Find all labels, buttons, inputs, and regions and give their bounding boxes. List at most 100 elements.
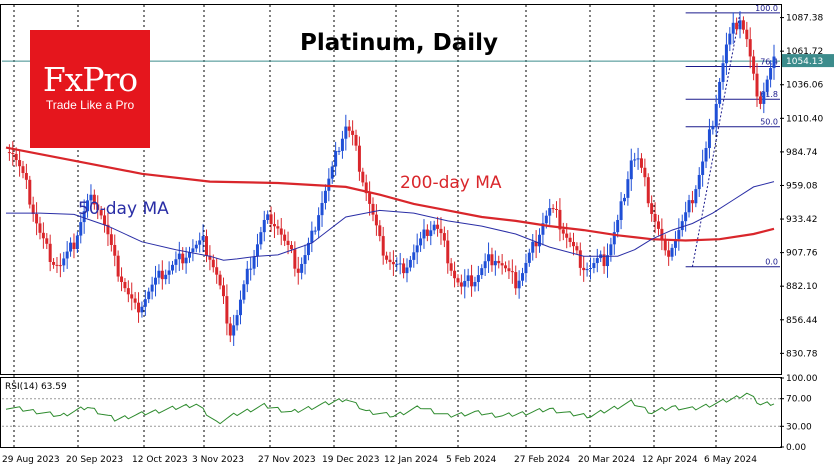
candle-body [113,244,117,256]
date-tick-label: 6 May 2024 [704,455,757,465]
candle-body [310,230,314,243]
candle-body [272,224,276,227]
candle-body [198,240,202,245]
candle-body [432,224,436,231]
candle-body [303,255,307,264]
candle-body [7,152,11,154]
candle-body [670,247,674,257]
candle-body [398,263,402,265]
ma200-line [5,146,775,242]
candle-body [690,200,694,204]
moving-averages [5,146,775,261]
candle-body [293,249,297,269]
candle-body [38,223,42,233]
candle-body [673,238,677,248]
candle-body [735,22,739,30]
date-tick-label: 12 Oct 2023 [132,455,188,465]
candle-body [194,244,198,249]
candle-body [555,208,559,210]
candle-body [473,282,477,287]
candle-body [395,263,399,265]
candle-body [69,242,73,252]
candle-body [154,277,158,285]
candle-body [259,232,263,245]
candle-body [588,268,592,270]
candle-body [167,270,171,275]
candle-body [31,204,35,214]
candle-body [480,268,484,276]
candle-body [177,253,181,260]
candle-body [575,246,579,251]
candle-body [266,214,270,220]
candle-body [340,138,344,151]
candle-body [622,197,626,202]
price-axis: 1087.38 1061.72 1036.06 1010.40 984.74 959.08… [780,14,834,359]
candle-body [157,270,161,278]
candle-body [741,20,745,30]
candle-body [718,81,722,104]
candle-body [565,233,569,238]
candle-body [283,234,287,241]
candle-body [541,223,545,235]
fib-level-label: 61.8 [760,90,778,99]
price-tick-label: 1061.72 [786,47,823,57]
price-pane-frame [0,4,782,375]
rsi-pane-frame [0,377,782,448]
price-tick-label: 1036.06 [786,81,823,91]
candle-body [765,79,769,92]
candle-body [181,253,185,264]
price-tick-label: 1010.40 [786,114,823,124]
candle-body [385,255,389,260]
candle-body [41,232,45,239]
candle-body [538,234,542,247]
candle-body [238,299,242,316]
candle-body [626,179,630,198]
rsi-title: RSI(14) 63.59 [5,382,67,392]
candle-body [14,153,18,161]
candle-body [643,167,647,178]
candle-body [306,242,310,256]
candle-body [680,221,684,231]
date-tick-label: 19 Dec 2023 [322,455,380,465]
price-tick-label: 907.76 [786,249,818,259]
candle-body [79,222,83,236]
candle-body [419,238,423,246]
candle-body [605,255,609,267]
candle-body [327,178,331,191]
candle-body [412,252,416,260]
rsi-pane: 100.00 70.00 30.00 0.00 [2,374,818,453]
candle-body [487,254,491,262]
candle-body [245,268,249,285]
candle-body [82,211,86,223]
price-tick-label: 830.78 [786,349,818,359]
candle-body [493,260,497,266]
candle-body [171,264,175,271]
price-tick-label: 959.08 [786,181,818,191]
date-tick-label: 12 Jan 2024 [384,455,438,465]
candle-body [704,148,708,162]
candle-body [313,230,317,232]
current-price-label: 1054.13 [786,57,823,67]
candle-body [711,125,715,130]
candle-body [684,212,688,222]
fib-level-label: 100.0 [755,4,778,13]
candle-body [408,259,412,268]
candle-body [578,250,582,268]
candle-body [755,73,759,97]
candle-body [255,244,259,257]
candle-body [619,201,623,220]
candle-body [758,96,762,104]
candle-body [28,179,32,205]
candle-body [126,288,130,295]
candle-body [415,245,419,253]
rsi-tick-label: 0.00 [786,443,806,453]
candle-body [762,91,766,104]
candle-body [11,152,15,154]
candle-body [75,235,79,250]
candle-body [24,173,28,180]
candle-body [249,268,253,270]
candle-body [211,259,215,268]
candle-body [276,226,280,229]
candle-body [133,298,137,303]
